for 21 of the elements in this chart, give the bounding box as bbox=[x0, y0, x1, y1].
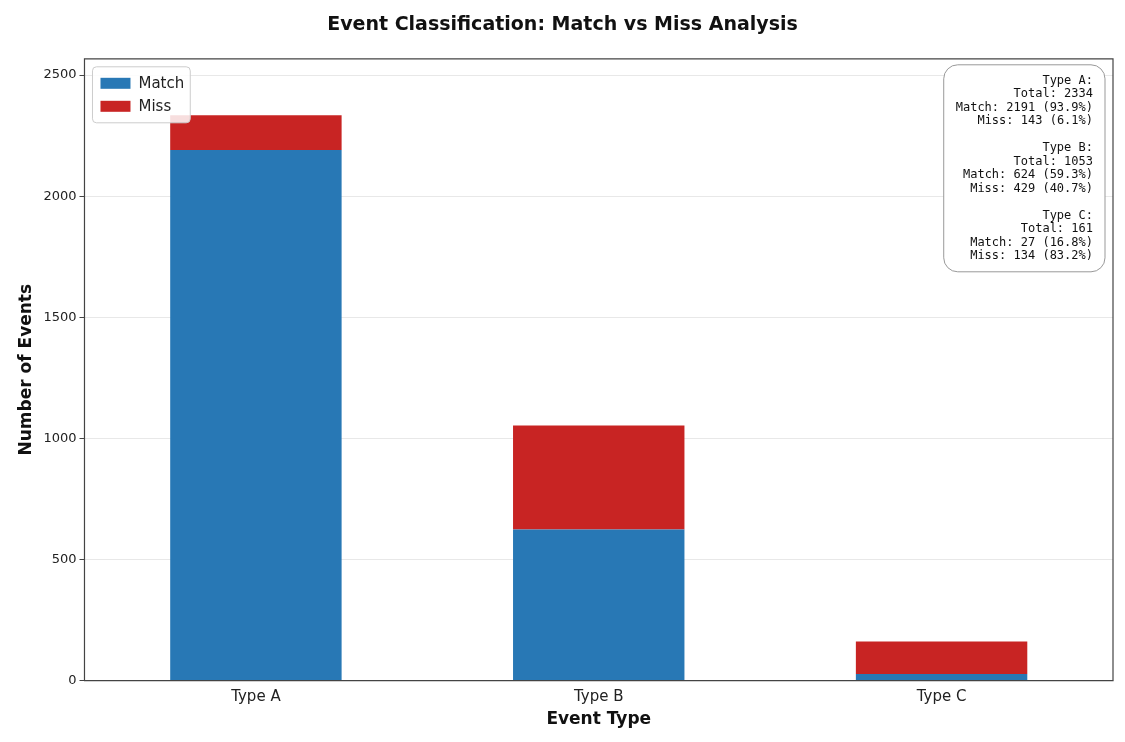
y-tick-label: 2500 bbox=[43, 66, 77, 82]
bar bbox=[855, 674, 1028, 681]
bar bbox=[513, 425, 685, 530]
legend-label: Match bbox=[138, 73, 185, 92]
bar bbox=[855, 641, 1028, 675]
bar bbox=[513, 529, 685, 681]
bar bbox=[170, 149, 342, 681]
y-tick-label: 1000 bbox=[43, 429, 77, 445]
x-tick-label: Type B bbox=[572, 687, 624, 706]
y-tick-label: 0 bbox=[68, 671, 77, 687]
text: Type A: Total: 2334 Match: 2191 (93.9%) Miss: 143 (6.1%) Type B: Total: 1053 Match: 624 (59.3%) Miss: 429 (40.7%) Type C: Total: 161 Match: 27 (16.8%) Miss: 134 (83.2%) bbox=[955, 72, 1093, 263]
bar bbox=[170, 115, 342, 150]
x-tick-label: Type A bbox=[230, 687, 282, 706]
y-axis-title: Number of Events bbox=[14, 283, 35, 456]
legend-label: Miss bbox=[138, 96, 172, 115]
x-tick-label: Type C bbox=[915, 687, 967, 706]
x-axis-title: Event Type bbox=[546, 708, 652, 729]
chart-title: Event Classification: Match vs Miss Analysis bbox=[327, 12, 798, 35]
y-tick-label: 1500 bbox=[43, 308, 77, 324]
y-tick-label: 2000 bbox=[43, 187, 77, 203]
y-tick-label: 500 bbox=[51, 550, 77, 566]
